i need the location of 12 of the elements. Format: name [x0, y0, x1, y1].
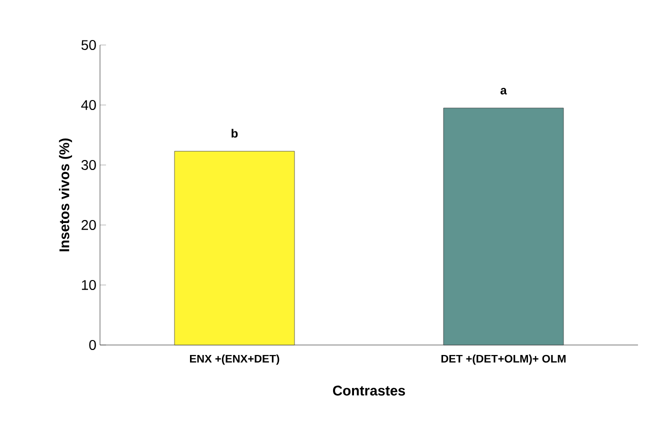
- y-tick-label: 40: [81, 100, 96, 110]
- y-axis-title: Insetos vivos (%): [58, 138, 72, 252]
- x-tick-label: ENX +(ENX+DET): [190, 354, 280, 365]
- y-tick-label: 50: [81, 40, 96, 50]
- y-tick-label: 30: [81, 160, 96, 170]
- y-tick-label: 10: [82, 280, 96, 290]
- annotation: a: [500, 88, 507, 94]
- y-tick-label: 20: [82, 220, 96, 230]
- x-tick-label: DET +(DET+OLM)+ OLM: [441, 354, 566, 365]
- x-axis-title: Contrastes: [333, 386, 405, 396]
- y-tick-label: 0: [89, 340, 96, 350]
- annotation: b: [232, 128, 238, 138]
